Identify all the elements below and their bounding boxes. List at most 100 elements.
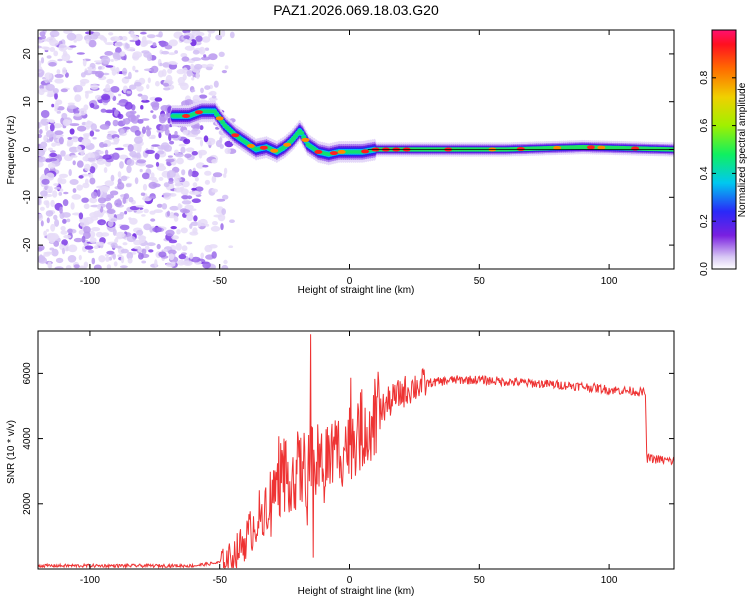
spectrogram-noise-cell xyxy=(152,114,157,119)
spectrogram-noise-cell xyxy=(147,77,151,84)
spectrogram-noise-cell xyxy=(95,62,102,65)
spectrogram-noise-cell xyxy=(96,189,101,198)
spectrogram-noise-cell xyxy=(221,70,227,74)
spectrogram-noise-cell xyxy=(186,69,193,77)
spectrogram-ridge-cell xyxy=(214,112,220,116)
spectrogram-noise-cell xyxy=(110,59,114,62)
spectrogram-y-label: Frequency (Hz) xyxy=(6,116,17,185)
colorbar-ticks: 0.0 0.2 0.4 0.6 0.8 xyxy=(699,70,736,276)
spectrogram-noise-cell xyxy=(170,62,178,65)
spectrogram-noise-cell xyxy=(117,182,125,190)
spectrogram-noise-cell xyxy=(90,216,99,221)
spectrogram-noise-cell xyxy=(73,84,83,93)
spectrogram-noise-cell xyxy=(191,198,201,203)
spectrogram-noise-cell xyxy=(224,140,234,148)
spectrogram-noise-cell xyxy=(43,135,48,142)
spectrogram-noise-cell xyxy=(83,261,89,268)
spectrogram-noise-cell xyxy=(121,55,126,61)
spectrogram-noise-cell xyxy=(100,232,110,237)
spectrogram-noise-cell xyxy=(40,190,48,197)
spectrogram-noise-cell xyxy=(97,204,101,210)
spectrogram-noise-cell xyxy=(38,255,46,262)
spectrogram-noise-cell xyxy=(148,136,156,140)
spectrogram-noise-cell xyxy=(39,129,43,135)
spectrogram-noise-cell xyxy=(91,191,98,199)
spectrogram-noise-cell xyxy=(55,135,61,138)
spectrogram-noise-cell xyxy=(80,72,86,78)
spectrogram-noise-cell xyxy=(86,157,96,162)
spectrogram-noise-cell xyxy=(112,253,116,260)
spectrogram-noise-cell xyxy=(150,65,159,74)
spectrogram-noise-cell xyxy=(181,195,189,200)
spectrogram-noise-cell xyxy=(61,212,71,218)
spectrogram-noise-cell xyxy=(208,244,218,249)
spectrogram-noise-cell xyxy=(166,170,176,179)
spectrogram-noise-cell xyxy=(162,248,168,253)
spectrogram-noise-cell xyxy=(39,31,46,37)
spectrogram-noise-cell xyxy=(40,220,44,227)
spectrogram-noise-cell xyxy=(45,83,55,91)
spectrogram-noise-cell xyxy=(43,230,47,237)
spectrogram-noise-cell xyxy=(161,203,168,210)
spectrogram-noise-cell xyxy=(155,161,160,167)
spectrogram-noise-cell xyxy=(66,142,72,147)
y-tick-label: 0 xyxy=(22,146,33,152)
spectrogram-noise-cell xyxy=(128,84,137,90)
spectrogram-noise-cell xyxy=(76,52,85,55)
spectrogram-noise-cell xyxy=(117,254,123,257)
spectrogram-noise-cell xyxy=(212,221,218,226)
spectrogram-noise-cell xyxy=(220,223,224,231)
spectrogram-noise-cell xyxy=(191,187,197,191)
spectrogram-noise-cell xyxy=(189,252,194,260)
spectrogram-noise-cell xyxy=(189,231,199,236)
spectrogram-noise-cell xyxy=(192,182,198,188)
spectrogram-noise-cell xyxy=(148,196,157,199)
spectrogram-noise-cell xyxy=(162,62,170,68)
spectrogram-noise-cell xyxy=(119,212,125,217)
spectrogram-noise-cell xyxy=(46,130,54,138)
spectrogram-noise-cell xyxy=(114,199,123,208)
spectrogram-noise-cell xyxy=(77,108,86,112)
spectrogram-noise-cell xyxy=(165,262,176,268)
spectrogram-noise-cell xyxy=(106,250,115,255)
spectrogram-noise-cell xyxy=(200,64,208,69)
spectrogram-noise-cell xyxy=(106,209,116,214)
snr-axis-ticks: -100 -50 0 50 100 2000 4000 6000 xyxy=(22,331,674,586)
spectrogram-noise-cell xyxy=(222,194,229,200)
spectrogram-noise-cell xyxy=(133,136,143,144)
spectrogram-noise-cell xyxy=(126,165,132,174)
spectrogram-noise-cell xyxy=(54,73,64,78)
spectrogram-noise-cell xyxy=(121,36,128,41)
x-tick-label: 100 xyxy=(601,276,618,287)
spectrogram-peak-cell xyxy=(553,145,562,150)
spectrogram-noise-cell xyxy=(111,68,117,76)
spectrogram-noise-cell xyxy=(119,129,125,135)
spectrogram-noise-cell xyxy=(53,50,59,57)
spectrogram-noise-cell xyxy=(104,180,115,187)
spectrogram-noise-cell xyxy=(51,103,55,108)
colorbar-tick-label: 0.0 xyxy=(699,262,710,276)
spectrogram-noise-cell xyxy=(211,251,217,259)
spectrogram-peak-cell xyxy=(329,151,338,156)
spectrogram-noise-cell xyxy=(170,134,179,139)
spectrogram-noise-cell xyxy=(141,99,150,103)
spectrogram-noise-cell xyxy=(66,60,73,64)
spectrogram-noise-cell xyxy=(143,208,149,214)
spectrogram-noise-cell xyxy=(143,223,152,231)
spectrogram-noise-cell xyxy=(210,225,221,232)
spectrogram-noise-cell xyxy=(181,245,188,252)
spectrogram-noise-cell xyxy=(175,243,182,251)
spectrogram-noise-cell xyxy=(167,155,173,158)
spectrogram-noise-cell xyxy=(188,169,193,177)
spectrogram-noise-cell xyxy=(191,256,201,263)
spectrogram-peak-cell xyxy=(283,142,292,147)
spectrogram-noise-cell xyxy=(174,153,184,158)
spectrogram-noise-cell xyxy=(83,104,89,111)
spectrogram-noise-cell xyxy=(58,43,68,52)
spectrogram-noise-cell xyxy=(191,190,201,195)
spectrogram-noise-cell xyxy=(83,226,91,234)
spectrogram-noise-cell xyxy=(49,152,57,158)
spectrogram-noise-cell xyxy=(148,249,154,253)
